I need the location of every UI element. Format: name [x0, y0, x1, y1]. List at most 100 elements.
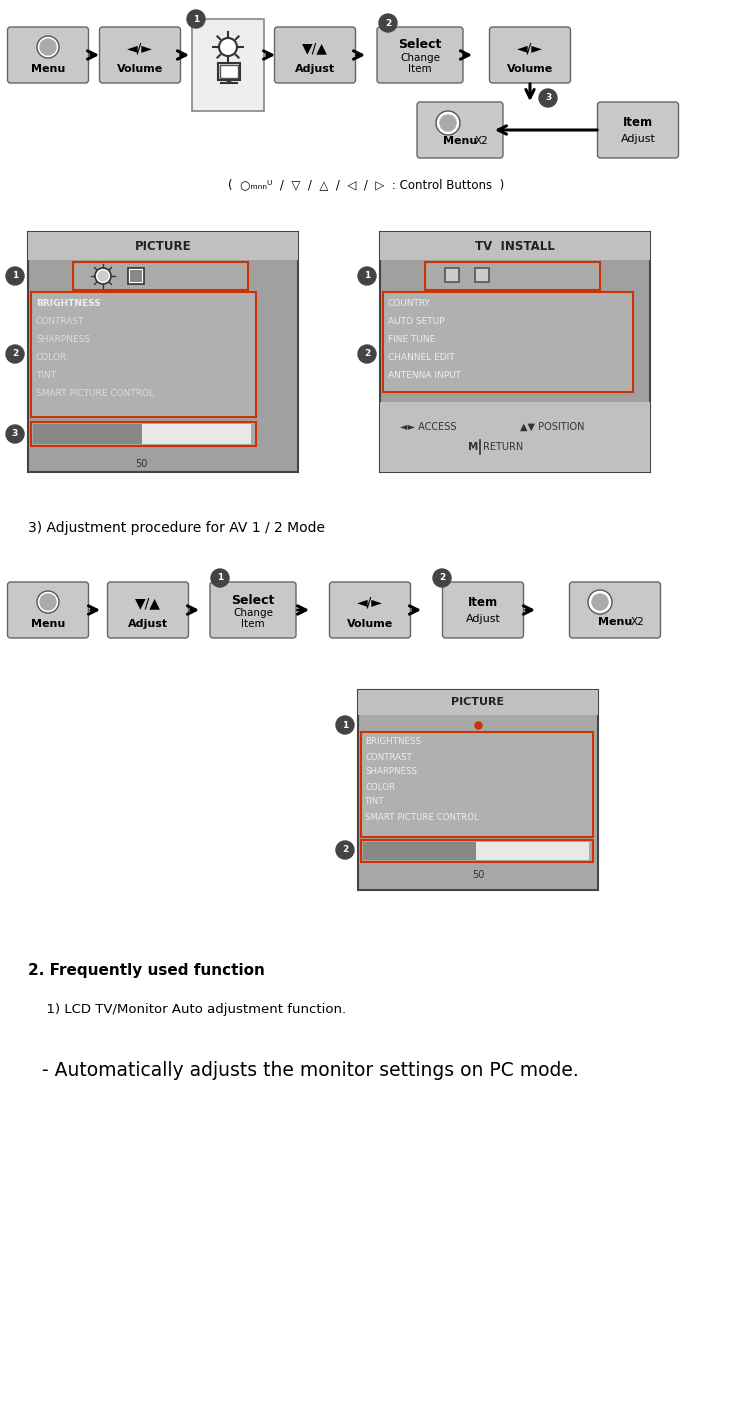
Text: PICTURE: PICTURE: [135, 240, 191, 253]
Bar: [380, 233, 650, 260]
Text: 2: 2: [385, 19, 391, 27]
Text: Menu: Menu: [598, 616, 632, 626]
Circle shape: [539, 88, 557, 107]
Circle shape: [358, 267, 376, 285]
Text: 2: 2: [12, 350, 18, 358]
Text: SHARPNESS: SHARPNESS: [365, 768, 417, 776]
Bar: [476, 842, 589, 860]
Bar: [358, 691, 598, 715]
Text: 1) LCD TV/Monitor Auto adjustment function.: 1) LCD TV/Monitor Auto adjustment functi…: [38, 1003, 346, 1016]
Text: CHANNEL EDIT: CHANNEL EDIT: [388, 354, 454, 362]
Circle shape: [219, 39, 237, 56]
Circle shape: [187, 10, 205, 29]
Text: TINT: TINT: [365, 798, 385, 806]
Bar: [73, 263, 248, 290]
Text: 1: 1: [364, 271, 370, 281]
Circle shape: [95, 268, 111, 284]
Bar: [361, 841, 593, 862]
Text: - Automatically adjusts the monitor settings on PC mode.: - Automatically adjusts the monitor sett…: [30, 1060, 579, 1079]
Text: TV  INSTALL: TV INSTALL: [475, 240, 555, 253]
Text: 2: 2: [342, 846, 348, 855]
FancyBboxPatch shape: [7, 582, 89, 638]
Text: Adjust: Adjust: [465, 614, 501, 624]
Bar: [130, 270, 142, 283]
Text: Adjust: Adjust: [295, 64, 335, 74]
Text: PICTURE: PICTURE: [452, 696, 504, 706]
Text: Menu: Menu: [443, 136, 477, 146]
Text: Item: Item: [408, 64, 432, 74]
Bar: [380, 402, 650, 472]
Bar: [425, 263, 600, 290]
Bar: [220, 66, 238, 78]
Text: ◄/►: ◄/►: [127, 41, 153, 56]
Text: 50: 50: [472, 870, 485, 880]
Text: COLOR: COLOR: [36, 354, 67, 362]
Text: X2: X2: [631, 616, 645, 626]
Text: X2: X2: [475, 136, 489, 146]
Text: Volume: Volume: [117, 64, 163, 74]
Text: Adjust: Adjust: [128, 619, 168, 629]
Text: 2. Frequently used function: 2. Frequently used function: [28, 962, 265, 977]
FancyBboxPatch shape: [443, 582, 523, 638]
FancyBboxPatch shape: [377, 27, 463, 83]
Bar: [28, 233, 298, 472]
Bar: [380, 233, 650, 472]
Text: Item: Item: [468, 596, 498, 609]
Bar: [28, 233, 298, 260]
Circle shape: [40, 594, 56, 609]
Text: COLOR: COLOR: [365, 782, 395, 792]
Circle shape: [336, 716, 354, 733]
Text: Adjust: Adjust: [621, 134, 655, 144]
Bar: [33, 424, 142, 444]
Circle shape: [40, 39, 56, 56]
Text: ▲▼ POSITION: ▲▼ POSITION: [520, 422, 584, 432]
Circle shape: [440, 116, 456, 131]
Text: BRIGHTNESS: BRIGHTNESS: [365, 738, 421, 746]
Bar: [142, 424, 251, 444]
FancyBboxPatch shape: [330, 582, 410, 638]
Text: 1: 1: [12, 271, 18, 281]
Text: ◄/►: ◄/►: [357, 596, 383, 609]
Text: SMART PICTURE CONTROL: SMART PICTURE CONTROL: [36, 390, 154, 398]
Text: 1: 1: [193, 14, 199, 23]
FancyBboxPatch shape: [570, 582, 660, 638]
Circle shape: [211, 569, 229, 586]
FancyBboxPatch shape: [100, 27, 180, 83]
Text: ◄/►: ◄/►: [517, 41, 543, 56]
Text: Select: Select: [398, 39, 442, 51]
Text: Change: Change: [400, 53, 440, 63]
Text: FINE TUNE: FINE TUNE: [388, 335, 435, 344]
Bar: [218, 63, 240, 80]
Text: Change: Change: [233, 608, 273, 618]
Text: ▼/▲: ▼/▲: [302, 41, 328, 56]
Text: TINT: TINT: [36, 371, 56, 381]
FancyBboxPatch shape: [192, 19, 264, 111]
Text: Item: Item: [241, 619, 265, 629]
Text: (  ○ₘₙₙᵁ  /  ▽  /  △  /  ◁  /  ▷  : Control Buttons  ): ( ○ₘₙₙᵁ / ▽ / △ / ◁ / ▷ : Control Button…: [228, 178, 504, 191]
Circle shape: [592, 594, 608, 609]
Circle shape: [358, 345, 376, 362]
Circle shape: [6, 425, 24, 442]
Bar: [363, 842, 476, 860]
Text: M: M: [468, 442, 479, 452]
Text: SMART PICTURE CONTROL: SMART PICTURE CONTROL: [365, 812, 479, 822]
FancyBboxPatch shape: [210, 582, 296, 638]
FancyBboxPatch shape: [597, 101, 679, 158]
FancyBboxPatch shape: [417, 101, 503, 158]
Text: 1: 1: [342, 721, 348, 729]
Text: ANTENNA INPUT: ANTENNA INPUT: [388, 371, 461, 381]
Bar: [358, 691, 598, 890]
Text: ◄► ACCESS: ◄► ACCESS: [400, 422, 457, 432]
Bar: [31, 422, 256, 447]
Text: CONTRAST: CONTRAST: [365, 752, 412, 762]
Text: ▼/▲: ▼/▲: [135, 596, 161, 609]
Text: 50: 50: [135, 459, 147, 469]
Circle shape: [588, 589, 612, 614]
Text: Menu: Menu: [31, 64, 65, 74]
FancyBboxPatch shape: [490, 27, 570, 83]
FancyBboxPatch shape: [274, 27, 356, 83]
Text: Select: Select: [232, 594, 275, 606]
Circle shape: [98, 271, 108, 281]
Bar: [383, 293, 633, 392]
Text: CONTRAST: CONTRAST: [36, 317, 84, 327]
